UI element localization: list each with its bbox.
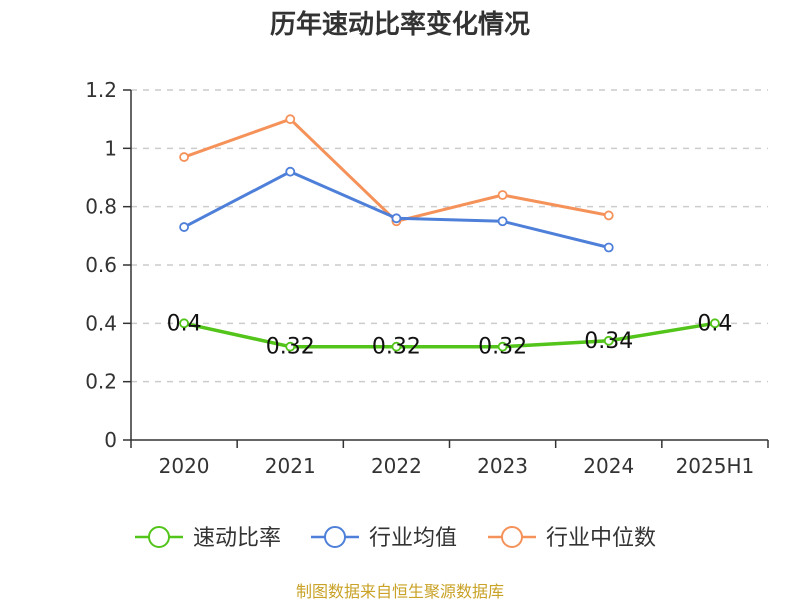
data-point xyxy=(497,341,508,352)
x-tick-label: 2025H1 xyxy=(676,454,755,478)
data-label: 0.34 xyxy=(584,329,633,354)
data-point xyxy=(603,210,614,221)
data-point xyxy=(179,222,189,232)
y-tick-label: 0 xyxy=(104,428,117,452)
data-point xyxy=(603,335,614,346)
data-labels: 0.4 0.32 0.32 0.32 0.34 0.4 xyxy=(167,311,733,359)
series-line xyxy=(183,321,716,349)
data-point xyxy=(285,114,296,125)
grid-lines xyxy=(131,89,768,383)
data-label: 0.32 xyxy=(372,335,421,360)
y-tick-label: 1.2 xyxy=(85,78,117,102)
data-point xyxy=(285,341,296,352)
y-tick-label: 0.6 xyxy=(85,253,117,277)
source-note: 制图数据来自恒生聚源数据库 xyxy=(295,582,504,601)
y-tick-label: 1 xyxy=(104,136,117,160)
legend-label: 行业均值 xyxy=(369,526,457,551)
data-label: 0.4 xyxy=(167,311,202,336)
axes: 0 0.2 0.4 0.6 0.8 1 1.2 2020 2021 2022 2023 2024 202… xyxy=(85,78,769,478)
data-point xyxy=(391,341,402,352)
x-tick-label: 2020 xyxy=(159,454,210,478)
x-tick-label: 2021 xyxy=(265,454,316,478)
series-lines xyxy=(179,114,720,352)
legend-circle-icon xyxy=(324,526,346,548)
legend-item[interactable]: 行业中位数 xyxy=(488,526,656,551)
series-line xyxy=(183,170,610,249)
data-point xyxy=(391,213,402,224)
data-label: 0.4 xyxy=(697,311,732,336)
chart-title: 历年速动比率变化情况 xyxy=(269,10,530,40)
data-point xyxy=(497,190,508,200)
legend-label: 速动比率 xyxy=(193,526,281,551)
x-tick-label: 2022 xyxy=(371,454,422,478)
legend[interactable]: 速动比率 行业均值 行业中位数 xyxy=(135,526,656,551)
y-tick-label: 0.4 xyxy=(85,311,117,335)
data-point xyxy=(710,318,720,329)
x-tick-label: 2024 xyxy=(583,454,634,478)
y-tick-label: 0.8 xyxy=(85,195,117,219)
data-point xyxy=(497,216,508,227)
x-tick-label: 2023 xyxy=(477,454,528,478)
y-tick-label: 0.2 xyxy=(85,370,117,394)
legend-label: 行业中位数 xyxy=(546,526,656,551)
legend-circle-icon xyxy=(148,526,170,548)
data-point xyxy=(603,242,614,253)
data-point xyxy=(179,152,189,162)
legend-circle-icon xyxy=(501,526,523,548)
data-label: 0.32 xyxy=(266,335,315,360)
legend-item[interactable]: 行业均值 xyxy=(311,526,457,551)
data-point xyxy=(179,318,189,329)
data-point xyxy=(285,166,296,177)
data-label: 0.32 xyxy=(478,335,527,360)
legend-item[interactable]: 速动比率 xyxy=(135,526,281,551)
